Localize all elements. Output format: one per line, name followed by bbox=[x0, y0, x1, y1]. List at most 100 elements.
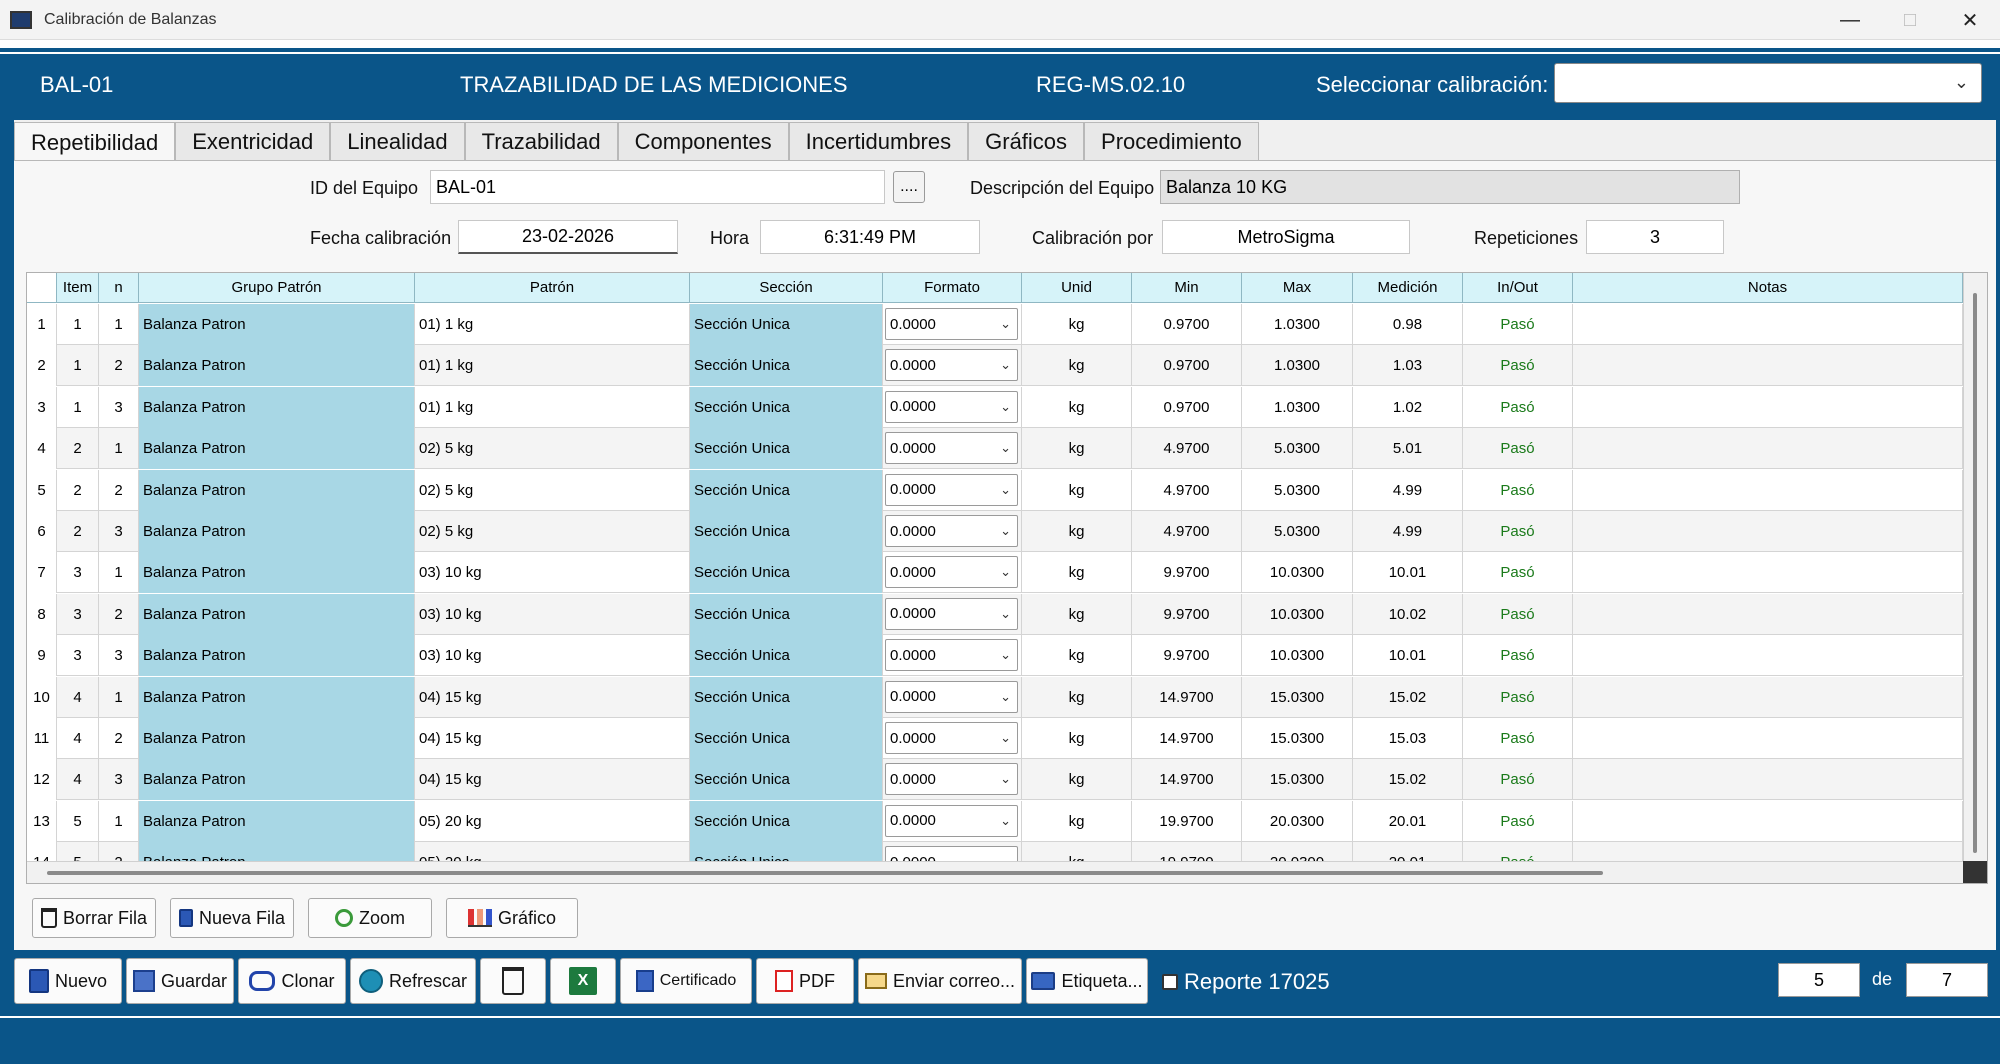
cell-notas[interactable] bbox=[1573, 552, 1963, 594]
cell-min[interactable]: 0.9700 bbox=[1132, 386, 1242, 428]
cell-max[interactable]: 5.0300 bbox=[1242, 511, 1353, 552]
cell-max[interactable]: 1.0300 bbox=[1242, 345, 1353, 387]
cell-patron[interactable]: 04) 15 kg bbox=[415, 676, 690, 718]
cell-seccion[interactable]: Sección Unica bbox=[690, 304, 883, 345]
cell-grupo-patron[interactable]: Balanza Patron bbox=[139, 345, 415, 387]
table-row[interactable]: 3 1 3 Balanza Patron 01) 1 kg Sección Unica 0.… bbox=[27, 386, 1963, 428]
horizontal-scroll-thumb[interactable] bbox=[47, 871, 1603, 875]
cell-n[interactable]: 2 bbox=[99, 718, 139, 759]
tab-trazabilidad[interactable]: Trazabilidad bbox=[464, 122, 618, 160]
cell-in-out[interactable]: Pasó bbox=[1463, 676, 1573, 718]
column-header-n[interactable]: n bbox=[99, 273, 139, 303]
cell-item[interactable]: 2 bbox=[57, 428, 99, 470]
cell-grupo-patron[interactable]: Balanza Patron bbox=[139, 593, 415, 635]
cell-seccion[interactable]: Sección Unica bbox=[690, 759, 883, 801]
cell-in-out[interactable]: Pasó bbox=[1463, 386, 1573, 428]
cell-max[interactable]: 5.0300 bbox=[1242, 428, 1353, 470]
cell-n[interactable]: 2 bbox=[99, 345, 139, 387]
cell-medicion[interactable]: 4.99 bbox=[1353, 469, 1463, 511]
report-17025-checkbox[interactable] bbox=[1162, 974, 1178, 990]
cell-medicion[interactable]: 10.01 bbox=[1353, 635, 1463, 677]
cell-patron[interactable]: 05) 20 kg bbox=[415, 800, 690, 842]
cell-medicion[interactable]: 1.02 bbox=[1353, 386, 1463, 428]
cell-seccion[interactable]: Sección Unica bbox=[690, 428, 883, 470]
cell-patron[interactable]: 01) 1 kg bbox=[415, 304, 690, 345]
cell-notas[interactable] bbox=[1573, 676, 1963, 718]
cell-in-out[interactable]: Pasó bbox=[1463, 800, 1573, 842]
cell-unid[interactable]: kg bbox=[1022, 552, 1132, 594]
zoom-button[interactable]: Zoom bbox=[308, 898, 432, 938]
cell-max[interactable]: 15.0300 bbox=[1242, 676, 1353, 718]
cell-notas[interactable] bbox=[1573, 635, 1963, 677]
tab-exentricidad[interactable]: Exentricidad bbox=[175, 122, 331, 160]
table-row[interactable]: 4 2 1 Balanza Patron 02) 5 kg Sección Unica 0.… bbox=[27, 428, 1963, 470]
cell-max[interactable]: 15.0300 bbox=[1242, 759, 1353, 801]
cell-min[interactable]: 4.9700 bbox=[1132, 511, 1242, 552]
cell-item[interactable]: 4 bbox=[57, 759, 99, 801]
cell-item[interactable]: 1 bbox=[57, 345, 99, 387]
format-dropdown[interactable]: 0.0000 ⌄ bbox=[885, 763, 1018, 796]
cell-grupo-patron[interactable]: Balanza Patron bbox=[139, 428, 415, 470]
cell-n[interactable]: 3 bbox=[99, 759, 139, 801]
cell-seccion[interactable]: Sección Unica bbox=[690, 345, 883, 387]
cell-unid[interactable]: kg bbox=[1022, 800, 1132, 842]
cell-min[interactable]: 4.9700 bbox=[1132, 428, 1242, 470]
cell-in-out[interactable]: Pasó bbox=[1463, 511, 1573, 552]
close-icon[interactable]: ✕ bbox=[1961, 9, 1979, 32]
column-header-formato[interactable]: Formato bbox=[883, 273, 1022, 303]
cell-grupo-patron[interactable]: Balanza Patron bbox=[139, 676, 415, 718]
cell-unid[interactable]: kg bbox=[1022, 759, 1132, 801]
cell-medicion[interactable]: 5.01 bbox=[1353, 428, 1463, 470]
new-row-button[interactable]: Nueva Fila bbox=[170, 898, 294, 938]
table-row[interactable]: 9 3 3 Balanza Patron 03) 10 kg Sección Unica 0… bbox=[27, 635, 1963, 677]
tab-procedimiento[interactable]: Procedimiento bbox=[1084, 122, 1259, 160]
cell-patron[interactable]: 02) 5 kg bbox=[415, 428, 690, 470]
cell-unid[interactable]: kg bbox=[1022, 469, 1132, 511]
format-dropdown[interactable]: 0.0000 ⌄ bbox=[885, 515, 1018, 547]
column-header-max[interactable]: Max bbox=[1242, 273, 1353, 303]
column-header-min[interactable]: Min bbox=[1132, 273, 1242, 303]
select-calibration-dropdown[interactable]: ⌄ bbox=[1554, 63, 1982, 103]
export-excel-button[interactable]: X bbox=[550, 958, 616, 1004]
cell-notas[interactable] bbox=[1573, 718, 1963, 759]
cell-grupo-patron[interactable]: Balanza Patron bbox=[139, 304, 415, 345]
format-dropdown[interactable]: 0.0000 ⌄ bbox=[885, 432, 1018, 465]
send-email-button[interactable]: Enviar correo... bbox=[858, 958, 1022, 1004]
cell-patron[interactable]: 01) 1 kg bbox=[415, 345, 690, 387]
cell-medicion[interactable]: 4.99 bbox=[1353, 511, 1463, 552]
cell-unid[interactable]: kg bbox=[1022, 511, 1132, 552]
cell-in-out[interactable]: Pasó bbox=[1463, 759, 1573, 801]
cell-grupo-patron[interactable]: Balanza Patron bbox=[139, 718, 415, 759]
clone-button[interactable]: Clonar bbox=[238, 958, 346, 1004]
cell-max[interactable]: 20.0300 bbox=[1242, 800, 1353, 842]
calibration-date-field[interactable]: 23-02-2026 bbox=[458, 220, 678, 254]
format-dropdown[interactable]: 0.0000 ⌄ bbox=[885, 597, 1018, 630]
format-dropdown[interactable]: 0.0000 ⌄ bbox=[885, 639, 1018, 672]
cell-item[interactable]: 5 bbox=[57, 800, 99, 842]
cell-seccion[interactable]: Sección Unica bbox=[690, 386, 883, 428]
cell-item[interactable]: 3 bbox=[57, 635, 99, 677]
cell-item[interactable]: 1 bbox=[57, 304, 99, 345]
cell-min[interactable]: 0.9700 bbox=[1132, 304, 1242, 345]
table-row[interactable]: 12 4 3 Balanza Patron 04) 15 kg Sección Unica… bbox=[27, 759, 1963, 801]
cell-patron[interactable]: 04) 15 kg bbox=[415, 759, 690, 801]
time-field[interactable]: 6:31:49 PM bbox=[760, 220, 980, 254]
cell-n[interactable]: 3 bbox=[99, 635, 139, 677]
cell-in-out[interactable]: Pasó bbox=[1463, 552, 1573, 594]
cell-medicion[interactable]: 10.02 bbox=[1353, 593, 1463, 635]
table-row[interactable]: 10 4 1 Balanza Patron 04) 15 kg Sección Unica… bbox=[27, 676, 1963, 718]
refresh-button[interactable]: Refrescar bbox=[350, 958, 476, 1004]
column-header-medicion[interactable]: Medición bbox=[1353, 273, 1463, 303]
cell-notas[interactable] bbox=[1573, 593, 1963, 635]
tab-repetibilidad[interactable]: Repetibilidad bbox=[14, 122, 176, 162]
cell-max[interactable]: 15.0300 bbox=[1242, 718, 1353, 759]
cell-notas[interactable] bbox=[1573, 345, 1963, 387]
format-dropdown[interactable]: 0.0000 ⌄ bbox=[885, 473, 1018, 506]
cell-notas[interactable] bbox=[1573, 469, 1963, 511]
cell-medicion[interactable]: 10.01 bbox=[1353, 552, 1463, 594]
cell-min[interactable]: 9.9700 bbox=[1132, 593, 1242, 635]
cell-patron[interactable]: 02) 5 kg bbox=[415, 511, 690, 552]
column-header-notas[interactable]: Notas bbox=[1573, 273, 1963, 303]
cell-min[interactable]: 9.9700 bbox=[1132, 552, 1242, 594]
cell-seccion[interactable]: Sección Unica bbox=[690, 593, 883, 635]
